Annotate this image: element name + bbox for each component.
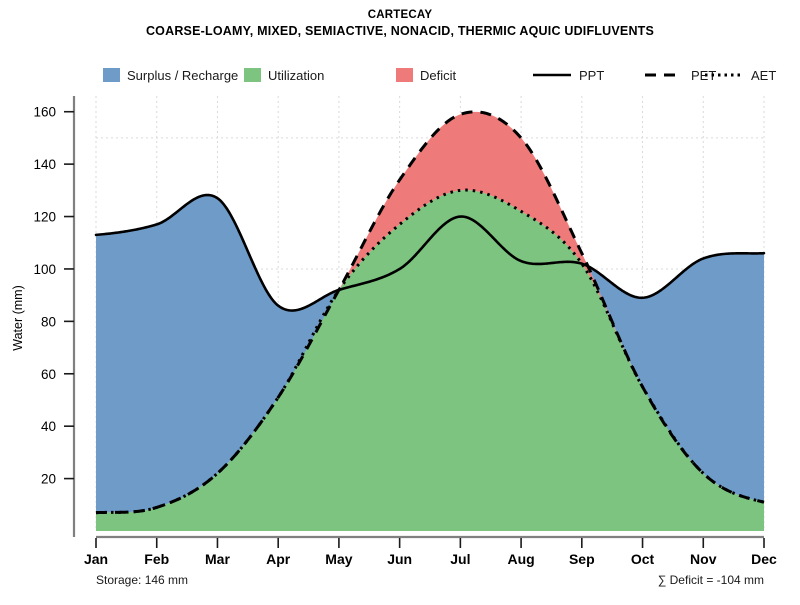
x-tick-label-oct: Oct <box>631 551 655 567</box>
band-surplus-recharge <box>96 195 764 513</box>
x-tick-label-may: May <box>325 551 352 567</box>
y-tick-label: 100 <box>33 262 56 277</box>
y-tick-label: 140 <box>33 157 56 172</box>
y-axis-title: Water (mm) <box>11 285 25 351</box>
curve-ppt <box>94 193 766 312</box>
x-tick-label-apr: Apr <box>266 551 291 567</box>
page-title: CARTECAY <box>368 9 433 21</box>
axes <box>72 96 764 539</box>
storage-annotation: Storage: 146 mm <box>96 573 188 587</box>
band-deficit <box>339 111 642 386</box>
deficit-annotation: ∑ Deficit = -104 mm <box>658 573 764 587</box>
x-tick-label-jul: Jul <box>450 551 470 567</box>
page-subtitle: COARSE-LOAMY, MIXED, SEMIACTIVE, NONACID… <box>146 24 654 38</box>
legend-label-deficit: Deficit <box>420 68 457 83</box>
y-tick-label: 40 <box>41 419 56 434</box>
y-tick-label: 60 <box>41 367 56 382</box>
legend-label-surplus-recharge: Surplus / Recharge <box>127 68 238 83</box>
curve-pet <box>95 110 765 515</box>
y-axis-ticks: 20 40 60 80 100 120 140 160 <box>33 105 74 487</box>
x-tick-label-jan: Jan <box>84 551 108 567</box>
band-utilization <box>96 190 764 531</box>
x-tick-label-dec: Dec <box>751 551 777 567</box>
y-tick-label: 20 <box>41 472 56 487</box>
x-tick-label-aug: Aug <box>507 551 534 567</box>
x-axis-ticks: Jan Feb Mar Apr May Jun Jul Aug Sep Oct Nov Dec <box>84 538 777 567</box>
y-tick-label: 120 <box>33 210 56 225</box>
x-tick-label-mar: Mar <box>205 551 230 567</box>
x-tick-label-jun: Jun <box>387 551 412 567</box>
legend-label-ppt: PPT <box>579 68 604 83</box>
y-tick-label: 80 <box>41 314 56 329</box>
legend-label-utilization: Utilization <box>268 68 324 83</box>
x-tick-label-feb: Feb <box>144 551 169 567</box>
legend-label-pet: PET <box>691 68 716 83</box>
series-curves <box>94 110 766 515</box>
legend-label-aet: AET <box>751 68 776 83</box>
legend-swatch-deficit <box>396 68 413 82</box>
y-tick-label: 160 <box>33 105 56 120</box>
x-tick-label-nov: Nov <box>690 551 717 567</box>
legend-swatch-surplus-recharge <box>103 68 120 82</box>
area-bands <box>96 111 764 531</box>
chart-legend: Surplus / Recharge Utilization Deficit PPT P… <box>103 68 776 83</box>
legend-swatch-utilization <box>244 68 261 82</box>
x-tick-label-sep: Sep <box>569 551 595 567</box>
